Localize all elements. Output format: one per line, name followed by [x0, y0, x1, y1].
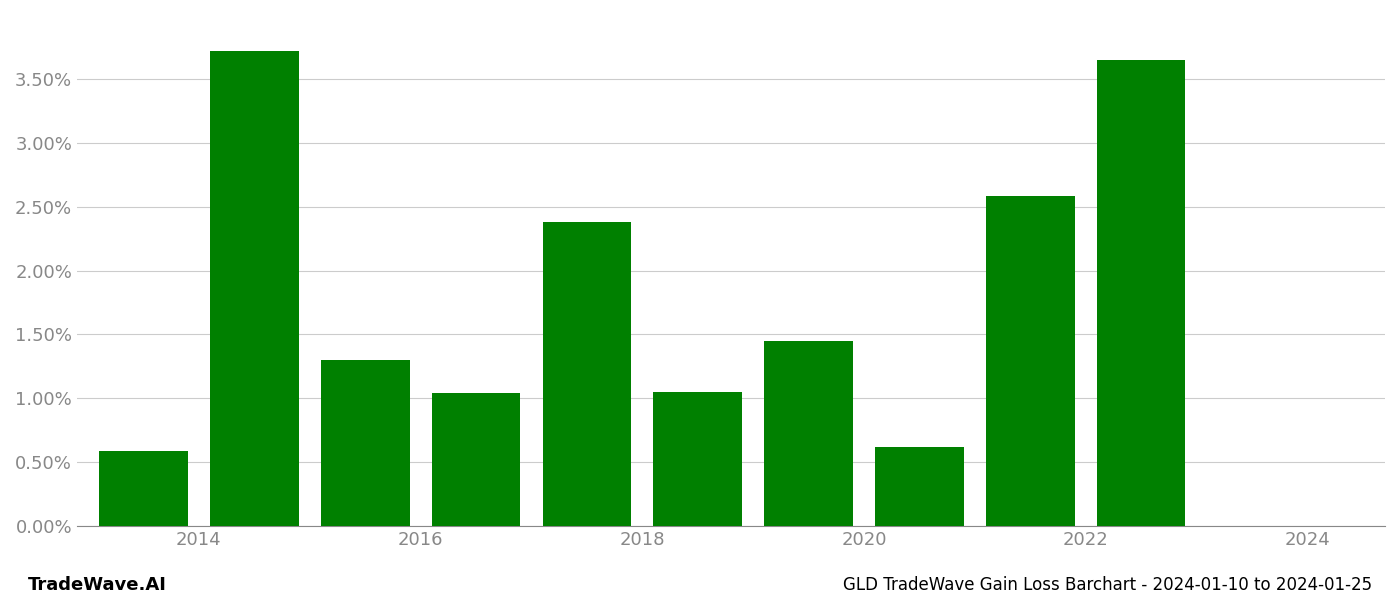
Bar	[1096, 60, 1186, 526]
Text: TradeWave.AI: TradeWave.AI	[28, 576, 167, 594]
Bar	[431, 393, 521, 526]
Text: GLD TradeWave Gain Loss Barchart - 2024-01-10 to 2024-01-25: GLD TradeWave Gain Loss Barchart - 2024-…	[843, 576, 1372, 594]
Bar	[986, 196, 1075, 526]
Bar	[654, 392, 742, 526]
Bar	[99, 451, 188, 526]
Bar	[321, 360, 410, 526]
Bar	[764, 341, 853, 526]
Bar	[543, 222, 631, 526]
Bar	[875, 447, 963, 526]
Bar	[210, 51, 298, 526]
